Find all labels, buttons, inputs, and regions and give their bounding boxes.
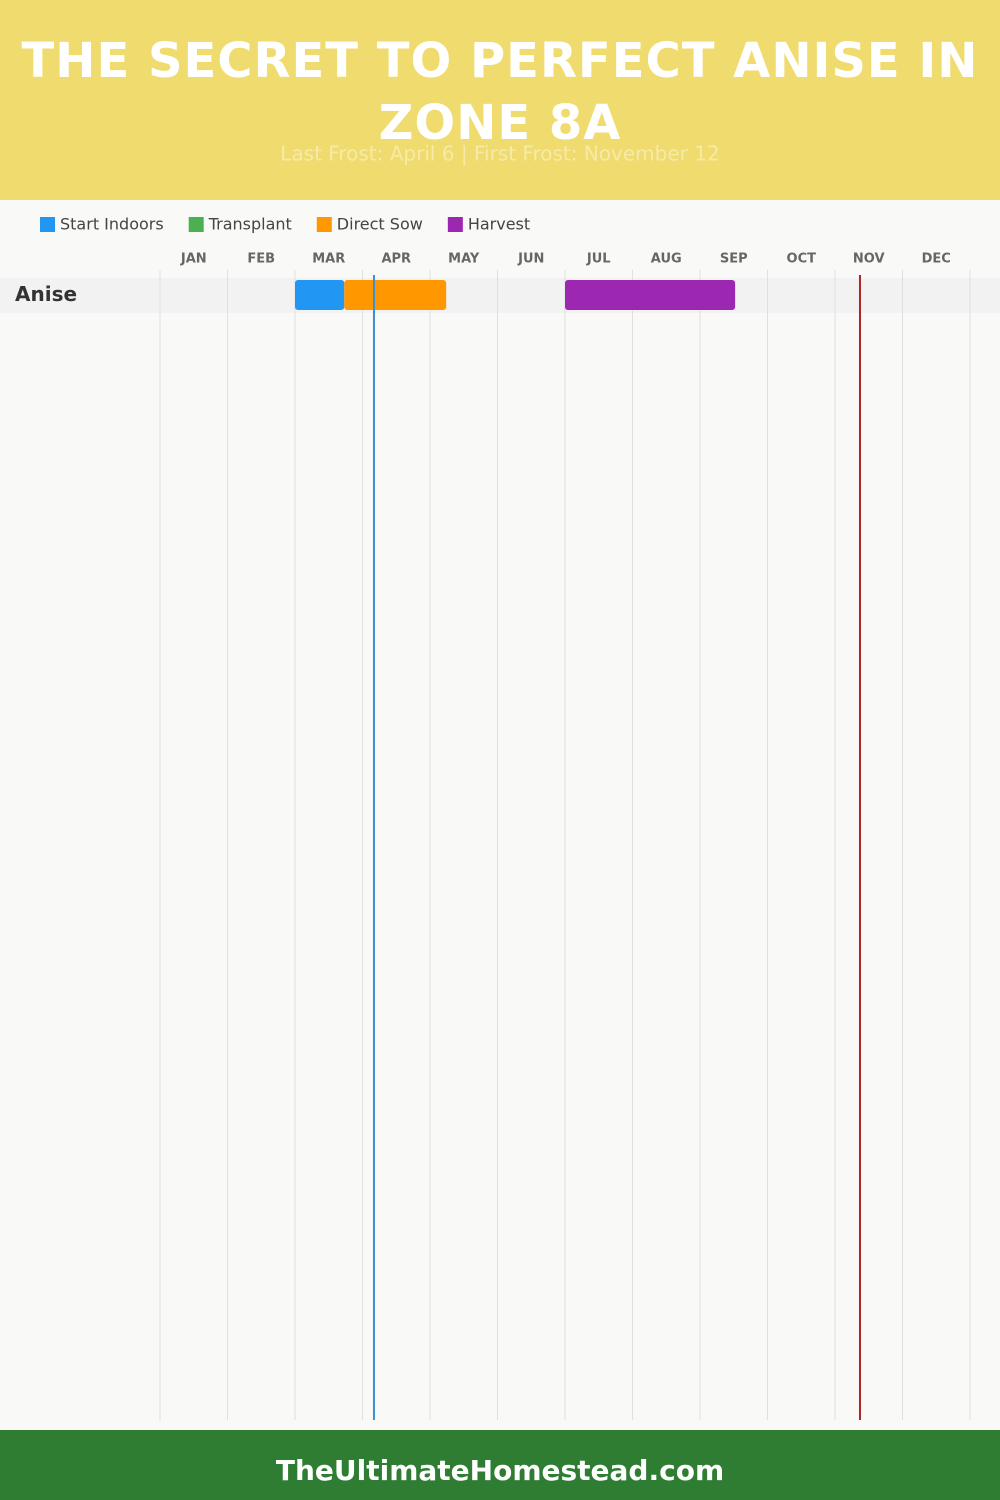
month-label: OCT [787, 252, 817, 267]
row-band [0, 278, 1000, 313]
month-label: SEP [720, 252, 748, 267]
legend-label: Harvest [468, 215, 530, 234]
month-label: MAR [312, 252, 345, 267]
legend-swatch [40, 217, 55, 232]
row-label: Anise [15, 282, 77, 306]
month-label: APR [381, 252, 411, 267]
chart-title: THE SECRET TO PERFECT ANISE IN ZONE 8A [21, 33, 979, 151]
legend-swatch [316, 217, 332, 232]
legend-swatch [447, 217, 463, 232]
month-label: FEB [247, 252, 275, 267]
title-box: THE SECRET TO PERFECT ANISE IN ZONE 8A [21, 33, 979, 151]
subtitle: Last Frost: April 6 | First Frost: Novem… [280, 142, 719, 166]
bar [565, 280, 736, 310]
bar [295, 280, 345, 310]
month-label: DEC [922, 252, 951, 267]
legend-swatch [188, 217, 204, 232]
month-label: JAN [180, 252, 207, 267]
legend-label: Transplant [208, 215, 292, 234]
footer [0, 1430, 1000, 1500]
legend-label: Direct Sow [337, 215, 423, 234]
bar [344, 280, 447, 310]
month-label: JUL [586, 252, 611, 267]
legend-label: Start Indoors [60, 215, 164, 234]
month-label: NOV [853, 252, 885, 267]
month-label: AUG [651, 252, 682, 267]
month-label: MAY [448, 252, 480, 267]
month-label: JUN [517, 252, 544, 267]
footer-text: TheUltimateHomestead.com [276, 1454, 724, 1487]
header [0, 0, 1000, 200]
